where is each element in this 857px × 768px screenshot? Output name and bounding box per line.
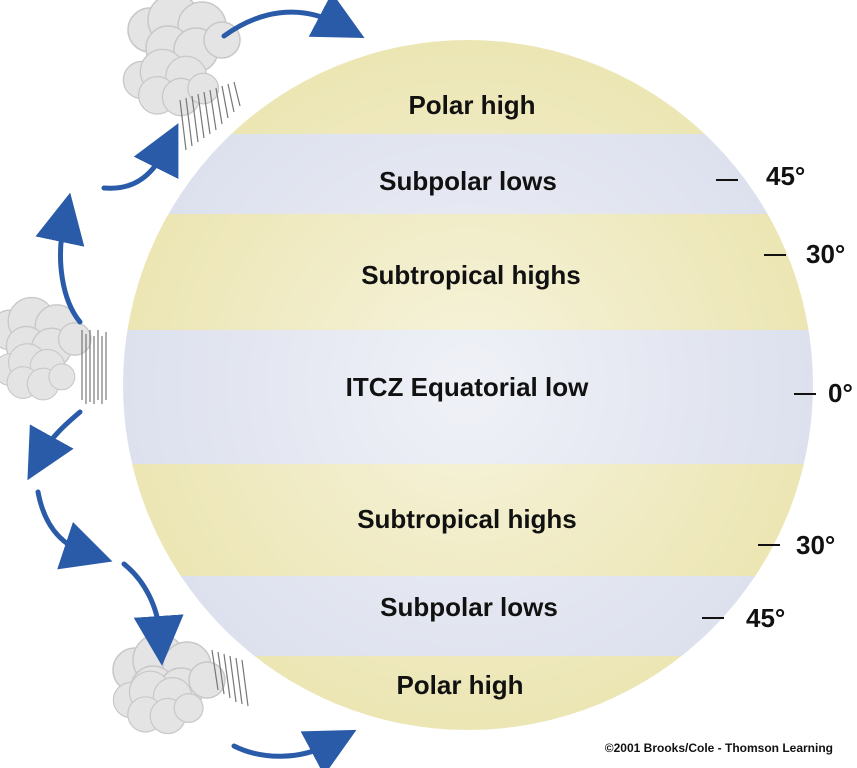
cloud-icon <box>112 633 226 735</box>
latitude-label: 45° <box>746 603 785 633</box>
arrow-icon <box>221 0 365 39</box>
arrow-icon <box>35 489 113 570</box>
cloud-icon <box>0 296 92 401</box>
globe <box>123 40 813 730</box>
latitude-markers <box>702 179 816 619</box>
arrow-icon <box>231 729 357 768</box>
circulation-arrows <box>27 0 365 768</box>
band-label: Subtropical highs <box>357 504 577 534</box>
rain-icon <box>81 330 107 404</box>
band-label: Subpolar lows <box>379 166 557 196</box>
band-label: Polar high <box>396 670 523 700</box>
band-label: Subpolar lows <box>380 592 558 622</box>
latitude-label: 0° <box>828 378 853 408</box>
band-label: Subtropical highs <box>361 260 581 290</box>
rain-icon <box>179 81 241 151</box>
arrow-icon <box>121 561 184 666</box>
latitude-label: 45° <box>766 161 805 191</box>
rain-icon <box>211 649 249 707</box>
cloud-icon <box>122 0 241 117</box>
band-label: Polar high <box>408 90 535 120</box>
arrow-icon <box>101 123 179 191</box>
arrow-icon <box>27 409 83 481</box>
latitude-label: 30° <box>806 239 845 269</box>
latitude-label: 30° <box>796 530 835 560</box>
band-label: ITCZ Equatorial low <box>346 372 589 402</box>
arrow-icon <box>35 192 85 325</box>
copyright-credit: ©2001 Brooks/Cole - Thomson Learning <box>605 741 833 755</box>
